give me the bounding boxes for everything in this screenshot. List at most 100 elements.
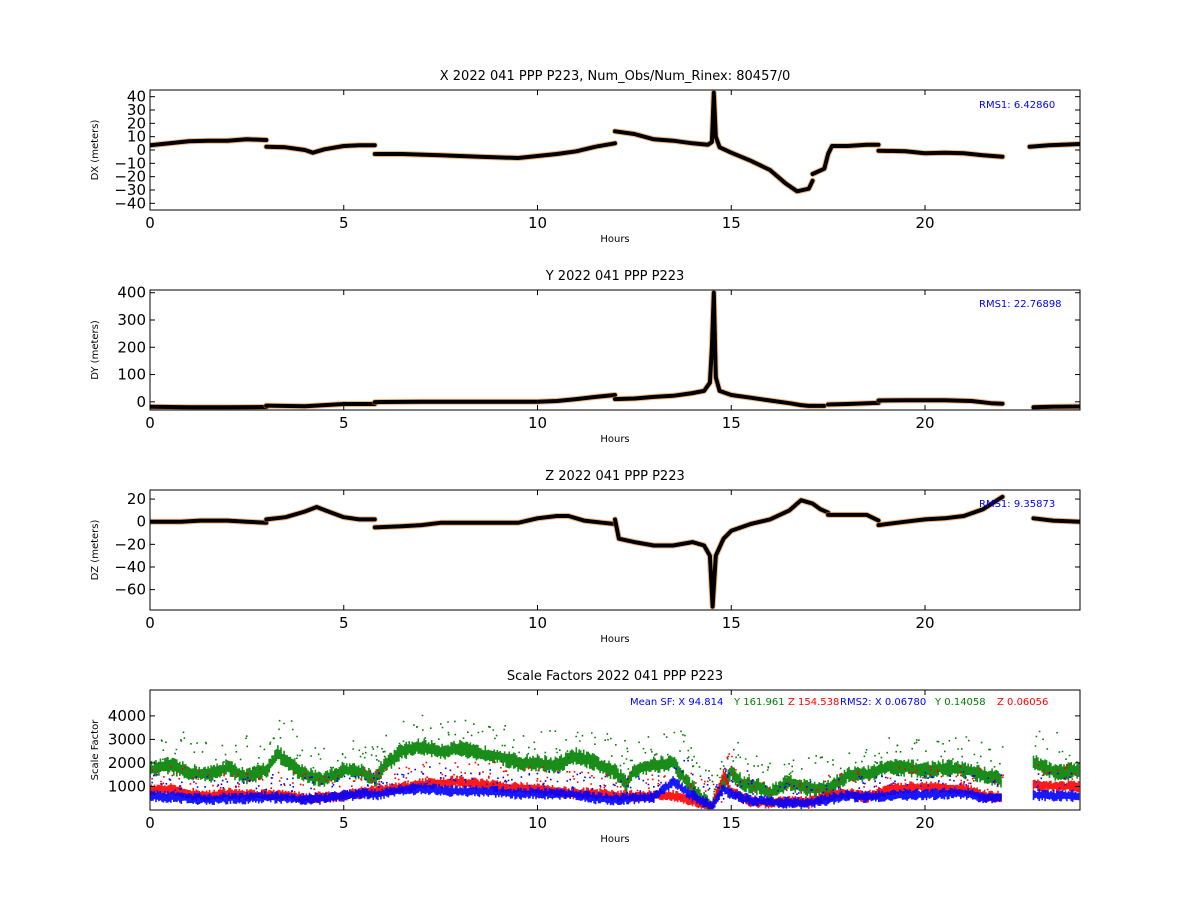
- x-axis-label: Hours: [600, 234, 629, 245]
- series-y-band: [1032, 755, 1080, 781]
- stat-annotation: RMS1: 6.42860: [979, 100, 1055, 111]
- y-tick-label: 0: [136, 393, 146, 411]
- x-tick-label: 10: [528, 814, 547, 832]
- y-tick-label: −10: [114, 154, 146, 172]
- x-tick-label: 20: [915, 614, 934, 632]
- x-tick-label: 0: [145, 414, 155, 432]
- subplot-2: Y 2022 041 PPP P223 Hours DY (meters) 0 5 10 1…: [90, 269, 1081, 445]
- series-x-band: [150, 776, 1002, 810]
- x-tick-label: 5: [339, 814, 349, 832]
- y-tick-label: −20: [114, 168, 146, 186]
- y-tick-label: −20: [114, 535, 146, 553]
- x-tick-label: 0: [145, 214, 155, 232]
- stat-annotation: Y 0.14058: [934, 697, 986, 708]
- x-tick-label: 20: [915, 214, 934, 232]
- y-axis-label: DZ (meters): [90, 519, 101, 580]
- y-tick-label: 200: [117, 338, 146, 356]
- series-segment: [613, 90, 815, 194]
- series-segment: [264, 402, 377, 409]
- series-segment: [372, 514, 617, 530]
- series-segment: [1031, 516, 1080, 524]
- y-axis-label: Scale Factor: [90, 719, 101, 781]
- plot-frame: [149, 289, 1081, 411]
- x-tick-label: 15: [722, 414, 741, 432]
- series-segment: [1027, 142, 1080, 149]
- x-tick-label: 20: [915, 814, 934, 832]
- x-tick-label: 15: [722, 814, 741, 832]
- x-axis-label: Hours: [600, 634, 629, 645]
- series-x-outliers: [1035, 772, 1073, 790]
- data-layer: [150, 290, 1080, 410]
- series-segment: [876, 398, 1005, 406]
- y-tick-label: 30: [127, 101, 146, 119]
- outlier-halo: [612, 497, 832, 610]
- y-tick-label: 300: [117, 311, 146, 329]
- y-tick-label: 100: [117, 366, 146, 384]
- y-axis-label: DY (meters): [90, 320, 101, 380]
- series-segment: [264, 505, 377, 522]
- x-tick-label: 15: [722, 214, 741, 232]
- y-tick-label: 20: [127, 490, 146, 508]
- y-tick-label: 0: [136, 513, 146, 531]
- y-tick-label: 2000: [108, 754, 146, 772]
- series-x: [150, 759, 1080, 810]
- series-segment: [1031, 404, 1080, 410]
- series-segment: [826, 512, 881, 523]
- plot-frame: [149, 489, 1081, 611]
- series-segment: [826, 400, 881, 407]
- plot-title: Z 2022 041 PPP P223: [545, 469, 685, 484]
- series-segment: [810, 142, 881, 176]
- subplot-3: Z 2022 041 PPP P223 Hours DZ (meters) 0 5 10 1…: [90, 469, 1081, 645]
- series-segment: [613, 290, 827, 408]
- y-axis-label: DX (meters): [90, 119, 101, 180]
- subplot-4: Scale Factors 2022 041 PPP P223 Hours Scal…: [90, 669, 1081, 845]
- data-layer: [150, 90, 1080, 195]
- series-segment: [613, 498, 831, 609]
- y-tick-label: 10: [127, 128, 146, 146]
- y-tick-label: 400: [117, 284, 146, 302]
- series-segment: [150, 404, 269, 410]
- y-tick-label: 0: [136, 141, 146, 159]
- data-layer: [150, 493, 1080, 610]
- stat-annotation: RMS2: X 0.06780: [840, 697, 926, 708]
- plot-title: Y 2022 041 PPP P223: [545, 269, 685, 284]
- y-tick-label: 1000: [108, 777, 146, 795]
- x-axis-label: Hours: [600, 834, 629, 845]
- series-x-band: [1032, 788, 1080, 802]
- series-segment: [876, 494, 1005, 528]
- y-tick-label: 40: [127, 88, 146, 106]
- data-layer: [150, 714, 1080, 810]
- series-segment: [150, 137, 269, 148]
- stat-annotation: Y 161.961: [733, 697, 785, 708]
- series-segment: [150, 518, 269, 525]
- stat-annotation: Z 154.538: [788, 697, 839, 708]
- x-tick-label: 10: [528, 414, 547, 432]
- y-tick-label: −40: [114, 194, 146, 212]
- y-tick-label: −40: [114, 558, 146, 576]
- x-tick-label: 20: [915, 414, 934, 432]
- y-tick-label: −60: [114, 581, 146, 599]
- plot-frame: [149, 689, 1081, 811]
- stat-annotation: RMS1: 9.35873: [979, 499, 1055, 510]
- x-tick-label: 10: [528, 214, 547, 232]
- y-tick-label: 4000: [108, 707, 146, 725]
- series-segment: [264, 143, 377, 155]
- x-tick-label: 5: [339, 414, 349, 432]
- x-tick-label: 10: [528, 614, 547, 632]
- x-tick-label: 0: [145, 614, 155, 632]
- y-tick-label: −30: [114, 181, 146, 199]
- plot-title: X 2022 041 PPP P223, Num_Obs/Num_Rinex: …: [440, 69, 791, 84]
- series-segment: [372, 141, 617, 160]
- x-tick-label: 0: [145, 814, 155, 832]
- y-tick-label: 20: [127, 114, 146, 132]
- x-tick-label: 5: [339, 214, 349, 232]
- plot-title: Scale Factors 2022 041 PPP P223: [507, 669, 723, 684]
- x-axis-label: Hours: [600, 434, 629, 445]
- series-segment: [876, 148, 1005, 159]
- stat-annotation: RMS1: 22.76898: [979, 299, 1062, 310]
- subplot-1: X 2022 041 PPP P223, Num_Obs/Num_Rinex: …: [90, 69, 1081, 245]
- series-segment: [372, 393, 617, 405]
- stat-annotation: Z 0.06056: [997, 697, 1048, 708]
- x-tick-label: 15: [722, 614, 741, 632]
